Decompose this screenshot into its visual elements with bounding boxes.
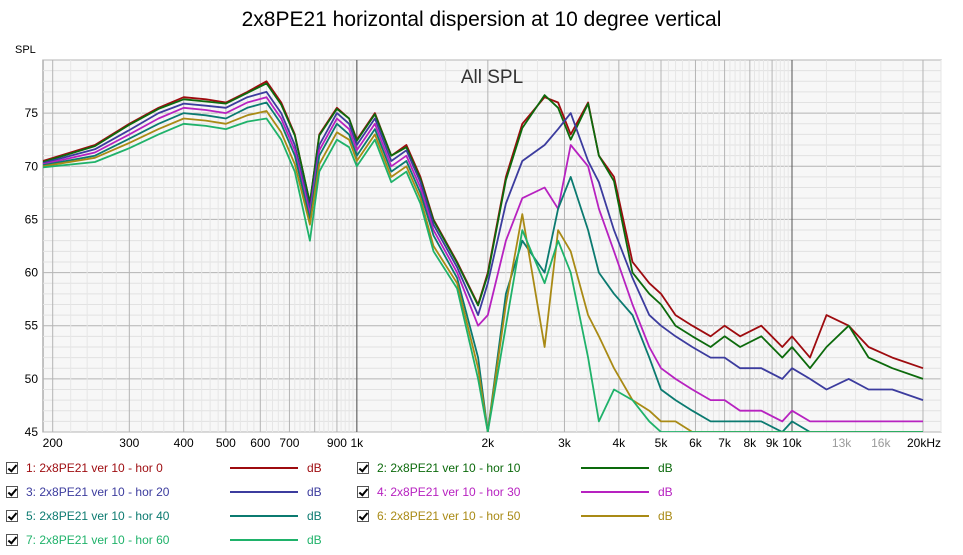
legend-label: 5: 2x8PE21 ver 10 - hor 40 <box>26 509 170 523</box>
legend-swatch <box>581 467 649 469</box>
legend-swatch <box>230 539 298 541</box>
y-tick-label: 75 <box>25 106 39 120</box>
legend-unit: dB <box>658 509 673 523</box>
legend-checkbox[interactable] <box>357 462 369 474</box>
y-tick-label: 60 <box>25 266 39 280</box>
x-tick-labels: 200 300 400 500 600 700 900 1k 2k 3k 4k 5k 6k 7k 8k 9k 1… <box>43 436 941 450</box>
series-line-1 <box>43 82 924 380</box>
x-tick-label: 900 <box>327 436 347 450</box>
y-tick-label: 70 <box>25 159 39 173</box>
x-tick-label: 200 <box>43 436 63 450</box>
legend-unit: dB <box>658 461 673 475</box>
plot-annotation: All SPL <box>461 67 523 88</box>
x-tick-label: 300 <box>119 436 139 450</box>
legend-unit: dB <box>307 509 322 523</box>
legend-label: 6: 2x8PE21 ver 10 - hor 50 <box>377 509 521 523</box>
legend-unit: dB <box>658 485 673 499</box>
legend-item-hor-60[interactable]: 7: 2x8PE21 ver 10 - hor 60 dB <box>6 530 322 550</box>
legend-checkbox[interactable] <box>6 462 18 474</box>
legend-label: 1: 2x8PE21 ver 10 - hor 0 <box>26 461 163 475</box>
legend-swatch <box>230 467 298 469</box>
series-layer <box>43 80 924 432</box>
legend-swatch <box>581 491 649 493</box>
legend-item-hor-10[interactable]: 2: 2x8PE21 ver 10 - hor 10 dB <box>357 458 673 478</box>
frequency-response-plot: 45 50 55 60 65 70 75 200 300 400 500 600 700 900 1k 2k… <box>15 44 942 450</box>
x-tick-label: 5k <box>655 436 669 450</box>
series-line-5 <box>43 110 923 432</box>
legend-item-hor-0[interactable]: 1: 2x8PE21 ver 10 - hor 0 dB <box>6 458 322 478</box>
x-tick-label: 7k <box>718 436 732 450</box>
x-tick-label: 400 <box>174 436 194 450</box>
y-tick-label: 50 <box>25 372 39 386</box>
y-tick-labels: 45 50 55 60 65 70 75 <box>25 106 39 439</box>
legend-label: 2: 2x8PE21 ver 10 - hor 10 <box>377 461 521 475</box>
x-tick-label: 9k <box>766 436 780 450</box>
x-tick-label: 700 <box>279 436 299 450</box>
legend-unit: dB <box>307 461 322 475</box>
legend-label: 7: 2x8PE21 ver 10 - hor 60 <box>26 533 170 547</box>
legend-item-hor-20[interactable]: 3: 2x8PE21 ver 10 - hor 20 dB <box>6 482 322 502</box>
series-line-4 <box>43 101 923 432</box>
x-tick-label: 2k <box>481 436 495 450</box>
x-tick-label: 500 <box>216 436 236 450</box>
legend-unit: dB <box>307 485 322 499</box>
y-tick-label: 45 <box>25 425 39 439</box>
x-tick-label: 16k <box>871 436 891 450</box>
series-line-3 <box>43 96 923 423</box>
legend-item-hor-40[interactable]: 5: 2x8PE21 ver 10 - hor 40 dB <box>6 506 322 526</box>
x-tick-label: 600 <box>250 436 270 450</box>
grid-lines <box>43 59 942 433</box>
legend-label: 4: 2x8PE21 ver 10 - hor 30 <box>377 485 521 499</box>
legend-swatch <box>230 515 298 517</box>
y-tick-label: 65 <box>25 212 39 226</box>
x-tick-label: 3k <box>558 436 572 450</box>
x-tick-label: 1k <box>351 436 365 450</box>
x-tick-label: 13k <box>832 436 852 450</box>
y-axis-label: SPL <box>15 44 36 56</box>
x-tick-label: 10k <box>782 436 802 450</box>
legend-checkbox[interactable] <box>357 510 369 522</box>
x-tick-label: 4k <box>612 436 626 450</box>
legend-item-hor-30[interactable]: 4: 2x8PE21 ver 10 - hor 30 dB <box>357 482 673 502</box>
x-tick-label: 20kHz <box>907 436 941 450</box>
legend-checkbox[interactable] <box>357 486 369 498</box>
legend-item-hor-50[interactable]: 6: 2x8PE21 ver 10 - hor 50 dB <box>357 506 673 526</box>
legend-checkbox[interactable] <box>6 510 18 522</box>
x-tick-label: 6k <box>689 436 703 450</box>
legend-swatch <box>581 515 649 517</box>
legend-checkbox[interactable] <box>6 534 18 546</box>
series-line-2 <box>43 91 924 401</box>
legend-label: 3: 2x8PE21 ver 10 - hor 20 <box>26 485 170 499</box>
chart-title: 2x8PE21 horizontal dispersion at 10 degr… <box>241 8 722 31</box>
legend: 1: 2x8PE21 ver 10 - hor 0 dB 2: 2x8PE21 … <box>0 455 963 555</box>
y-tick-label: 55 <box>25 319 39 333</box>
legend-checkbox[interactable] <box>6 486 18 498</box>
series-line-6 <box>43 117 923 432</box>
series-line-0 <box>43 80 924 370</box>
x-tick-label: 8k <box>743 436 757 450</box>
legend-swatch <box>230 491 298 493</box>
legend-unit: dB <box>307 533 322 547</box>
